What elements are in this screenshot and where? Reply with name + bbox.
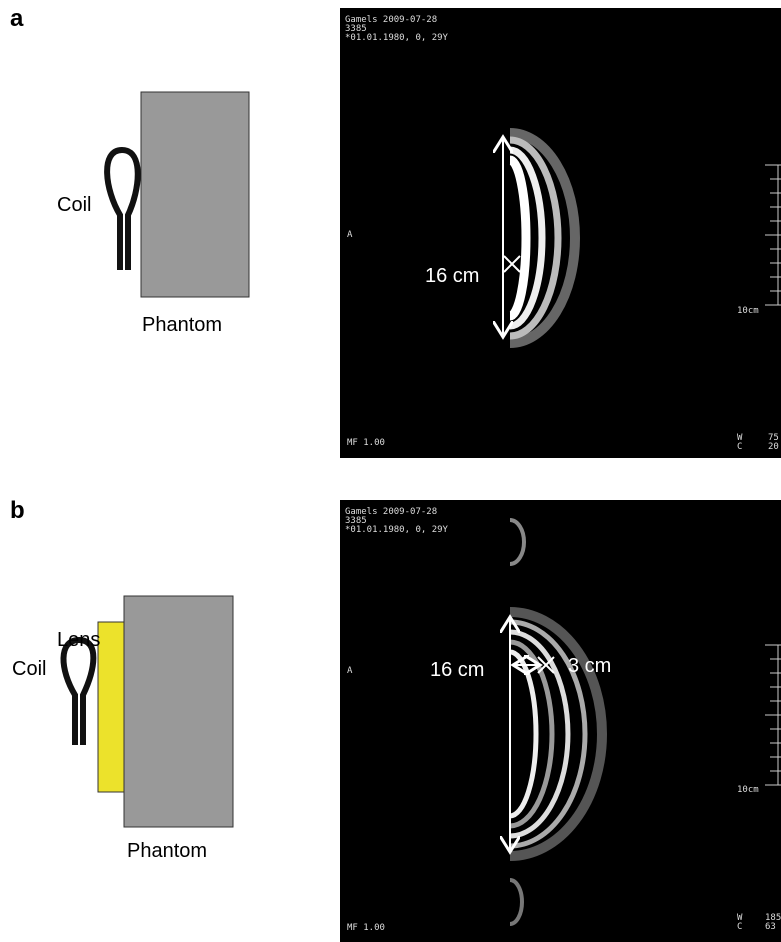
scale-label: 10cm — [737, 306, 759, 316]
phantom-label: Phantom — [142, 314, 222, 336]
figure: a Coil Phantom 16 cm Gamels 2009-07-28 3… — [0, 0, 781, 942]
scan-header: *01.01.1980, 0, 29Y — [345, 33, 449, 43]
coil-label: Coil — [12, 658, 46, 680]
length-label: 16 cm — [430, 659, 484, 681]
length-label: 16 cm — [425, 265, 479, 287]
mf-label: MF 1.00 — [347, 923, 385, 933]
panel-label: a — [10, 5, 24, 32]
wl-label: C — [737, 922, 742, 932]
phantom-label: Phantom — [127, 840, 207, 862]
depth-label: 3 cm — [568, 655, 611, 677]
wl-value: 63 — [765, 922, 776, 932]
scan-image — [340, 500, 781, 942]
orientation: A — [347, 666, 353, 676]
coil — [107, 150, 138, 270]
figure-canvas: a Coil Phantom 16 cm Gamels 2009-07-28 3… — [0, 0, 781, 942]
coil-label: Coil — [57, 194, 91, 216]
lens-label: Lens — [57, 629, 100, 651]
coil — [63, 640, 93, 745]
scale-label: 10cm — [737, 785, 759, 795]
wl-value: 20 — [768, 442, 779, 452]
panel-label: b — [10, 497, 25, 524]
scan-header: *01.01.1980, 0, 29Y — [345, 525, 449, 535]
phantom — [124, 596, 233, 827]
lens — [98, 622, 124, 792]
orientation: A — [347, 230, 353, 240]
phantom — [141, 92, 249, 297]
mf-label: MF 1.00 — [347, 438, 385, 448]
wl-label: C — [737, 442, 742, 452]
